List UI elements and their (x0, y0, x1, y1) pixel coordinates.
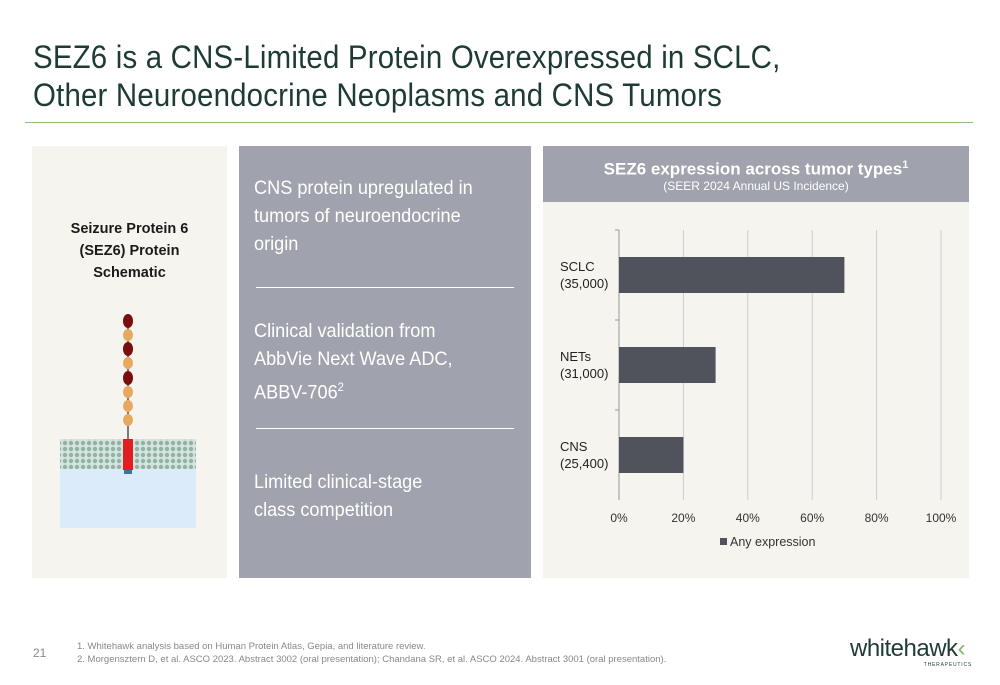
logo-tagline: THERAPEUTICS (923, 662, 972, 668)
highlight-line: class competition (254, 499, 394, 521)
x-tick-label: 40% (736, 511, 760, 525)
slide-title-line-2: Other Neuroendocrine Neoplasms and CNS T… (33, 77, 722, 113)
category-count-label: (31,000) (560, 366, 608, 381)
whitehawk-logo: whitehawk‹ THERAPEUTICS (850, 636, 980, 672)
protein-domain-cub (123, 400, 133, 412)
x-tick-label: 100% (926, 511, 957, 525)
protein-domain-cub (123, 414, 133, 426)
footnote: 2. Morgensztern D, et al. ASCO 2023. Abs… (77, 654, 667, 665)
bar-cns (619, 437, 684, 473)
protein-schematic-diagram (60, 314, 196, 528)
highlight-item: Clinical validation from AbbVie Next Wav… (254, 317, 500, 407)
x-tick-label: 60% (800, 511, 824, 525)
highlight-item: CNS protein upregulated in tumors of neu… (254, 174, 500, 258)
x-tick-label: 80% (865, 511, 889, 525)
highlight-item: Limited clinical-stage class competition (254, 468, 500, 524)
slide-title-line-1: SEZ6 is a CNS-Limited Protein Overexpres… (33, 39, 781, 75)
category-count-label: (35,000) (560, 276, 608, 291)
highlight-line: tumors of neuroendocrine (254, 205, 461, 227)
protein-domain-sushi (123, 342, 133, 356)
highlight-divider (256, 287, 514, 288)
protein-domain-sushi (123, 371, 133, 385)
footnote-marker: 2 (337, 380, 344, 394)
cytoplasm-region (60, 468, 196, 528)
bar-sclc (619, 257, 845, 293)
footnote: 1. Whitehawk analysis based on Human Pro… (77, 641, 426, 652)
schematic-panel: Seizure Protein 6 (SEZ6) Protein Schemat… (32, 146, 227, 578)
footnotes: 1. Whitehawk analysis based on Human Pro… (77, 640, 666, 666)
logo-wordmark-text: whitehawk (850, 635, 958, 662)
transmembrane-domain (123, 439, 133, 470)
protein-domain-sushi (123, 314, 133, 328)
category-label: SCLC (560, 259, 595, 274)
page-number: 21 (33, 646, 47, 660)
chart-subtitle: (SEER 2024 Annual US Incidence) (663, 179, 849, 193)
schematic-title-line: Schematic (93, 265, 166, 281)
schematic-title-line: (SEZ6) Protein (79, 243, 180, 259)
protein-domain-cub (123, 357, 133, 369)
logo-wordmark: whitehawk‹ (850, 636, 980, 662)
intracellular-tail (124, 470, 132, 474)
chart-title: SEZ6 expression across tumor types1 (543, 155, 969, 180)
x-tick-label: 0% (610, 511, 628, 525)
logo-chevron-icon: ‹ (957, 635, 966, 662)
highlight-line: AbbVie Next Wave ADC, (254, 348, 453, 370)
chart-panel: SEZ6 expression across tumor types1 (SEE… (543, 146, 969, 578)
legend-label: Any expression (730, 535, 816, 549)
protein-domain-cub (123, 386, 133, 398)
chart-title-text: SEZ6 expression across tumor types (603, 159, 903, 179)
highlight-line: Clinical validation from (254, 320, 436, 342)
highlight-divider (256, 428, 514, 429)
x-tick-label: 20% (671, 511, 695, 525)
footnote-marker: 1 (902, 159, 909, 171)
highlight-text: ABBV-706 (254, 381, 338, 404)
legend-swatch (720, 538, 727, 545)
protein-domain-cub (123, 329, 133, 341)
highlight-line: Limited clinical-stage (254, 471, 423, 493)
schematic-title: Seizure Protein 6 (SEZ6) Protein Schemat… (32, 218, 227, 284)
highlight-line: CNS protein upregulated in (254, 177, 473, 199)
title-divider (25, 122, 973, 123)
slide-title: SEZ6 is a CNS-Limited Protein Overexpres… (33, 38, 861, 114)
category-count-label: (25,400) (560, 456, 608, 471)
highlights-panel: CNS protein upregulated in tumors of neu… (239, 146, 531, 578)
chart-header: SEZ6 expression across tumor types1 (SEE… (543, 146, 969, 202)
category-label: CNS (560, 439, 588, 454)
bar-chart: 0% 20% 40% 60% 80% 100% SCLC (35,000) NETs (31,00… (560, 229, 957, 549)
highlight-line: ABBV-7062 (254, 373, 500, 407)
schematic-title-line: Seizure Protein 6 (70, 221, 189, 237)
highlight-line: origin (254, 233, 299, 255)
bar-nets (619, 347, 716, 383)
category-label: NETs (560, 349, 592, 364)
